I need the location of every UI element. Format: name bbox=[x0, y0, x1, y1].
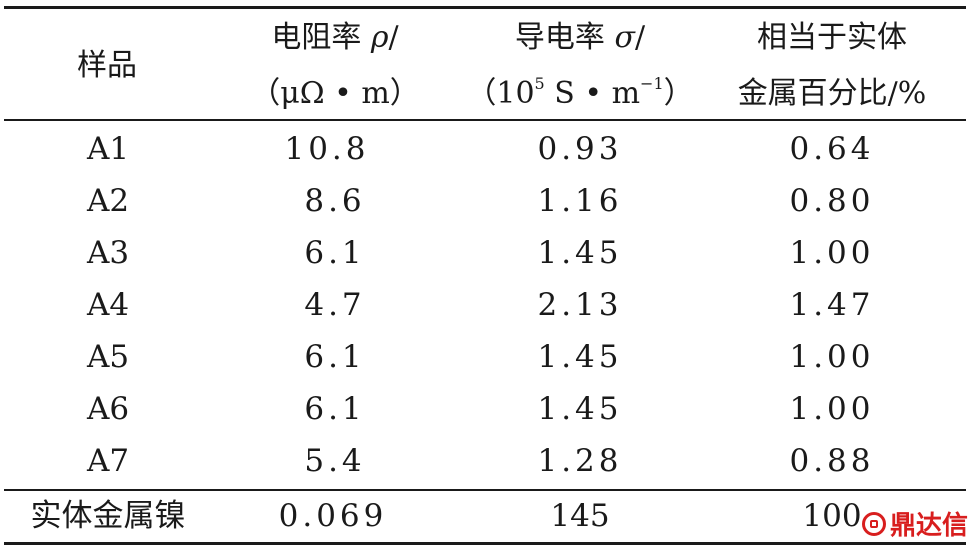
cell-percent: 1.47 bbox=[789, 287, 875, 323]
cell-sample: 实体金属镍 bbox=[30, 498, 186, 534]
sigma-symbol: σ bbox=[614, 20, 635, 55]
watermark: 鼎达信 bbox=[861, 505, 968, 542]
cell-percent: 100 bbox=[802, 498, 862, 534]
header-conductivity: 导电率 σ/ bbox=[514, 20, 646, 55]
cell-resistivity: 6.1 bbox=[304, 391, 366, 427]
cell-sample: A5 bbox=[86, 339, 130, 375]
cell-sample: A4 bbox=[86, 287, 130, 323]
cell-conductivity: 1.45 bbox=[537, 391, 623, 427]
table-top-rule bbox=[4, 6, 966, 9]
cell-resistivity: 10.8 bbox=[284, 131, 370, 167]
cell-sample: A6 bbox=[86, 391, 130, 427]
rho-symbol: ρ bbox=[370, 20, 389, 55]
table-bottom-rule bbox=[4, 542, 966, 545]
cell-conductivity: 1.45 bbox=[537, 339, 623, 375]
cell-percent: 0.80 bbox=[789, 183, 875, 219]
cell-resistivity: 8.6 bbox=[304, 183, 366, 219]
cell-conductivity: 2.13 bbox=[537, 287, 623, 323]
cell-conductivity: 145 bbox=[550, 498, 610, 534]
cell-percent: 1.00 bbox=[789, 235, 875, 271]
cell-conductivity: 1.45 bbox=[537, 235, 623, 271]
cell-conductivity: 1.28 bbox=[537, 443, 623, 479]
cell-percent: 0.64 bbox=[789, 131, 875, 167]
header-conductivity-unit: （105 S • m−1） bbox=[466, 74, 694, 112]
cell-percent: 1.00 bbox=[789, 339, 875, 375]
cell-percent: 1.00 bbox=[789, 391, 875, 427]
watermark-text: 鼎达信 bbox=[889, 511, 968, 541]
cell-sample: A2 bbox=[86, 183, 130, 219]
header-percent: 相当于实体 bbox=[757, 20, 907, 55]
header-resistivity-unit: （μΩ • m） bbox=[250, 76, 420, 111]
cell-percent: 0.88 bbox=[789, 443, 875, 479]
cell-sample: A1 bbox=[86, 131, 130, 167]
cell-conductivity: 1.16 bbox=[537, 183, 623, 219]
cell-resistivity: 4.7 bbox=[304, 287, 366, 323]
header-sample: 样品 bbox=[77, 48, 137, 83]
table-reference-rule bbox=[4, 489, 966, 491]
cell-resistivity: 5.4 bbox=[304, 443, 366, 479]
cell-resistivity: 6.1 bbox=[304, 339, 366, 375]
header-percent-line2: 金属百分比/% bbox=[737, 76, 927, 111]
cell-sample: A3 bbox=[86, 235, 130, 271]
header-resistivity: 电阻率 ρ/ bbox=[271, 20, 399, 55]
cell-sample: A7 bbox=[86, 443, 130, 479]
cell-resistivity: 6.1 bbox=[304, 235, 366, 271]
cell-conductivity: 0.93 bbox=[537, 131, 623, 167]
cell-resistivity: 0.069 bbox=[278, 498, 388, 534]
table-header-rule bbox=[4, 119, 966, 121]
watermark-logo-icon bbox=[861, 511, 886, 536]
